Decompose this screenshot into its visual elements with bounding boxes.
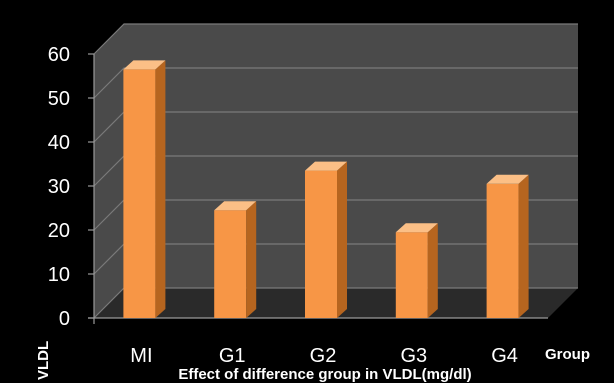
- y-axis-label: VLDL: [35, 341, 52, 380]
- bar-top: [214, 201, 257, 211]
- x-tick-label: G1: [219, 345, 246, 367]
- x-tick-label: G3: [400, 345, 427, 367]
- bar-g4: [486, 174, 529, 318]
- bar-top: [305, 161, 347, 171]
- bar-side: [427, 223, 438, 318]
- bar-front: [395, 232, 428, 318]
- bar-mi: [123, 60, 166, 319]
- gridline: [93, 23, 578, 55]
- y-tick-label: 20: [48, 220, 70, 242]
- x-tick-labels: MI G1 G2 G3 G4: [130, 345, 518, 367]
- y-tick-label: 60: [48, 44, 70, 66]
- y-tick-label: 0: [59, 308, 70, 330]
- bar-front: [305, 170, 337, 318]
- y-tick-label: 30: [48, 176, 70, 198]
- x-tick-label: G2: [310, 345, 337, 367]
- bar-front: [123, 69, 156, 319]
- bar-side: [155, 60, 166, 319]
- y-tick-label: 10: [48, 264, 70, 286]
- bar-g1: [214, 201, 257, 318]
- bar-side: [337, 161, 347, 318]
- bar-g2: [305, 161, 347, 318]
- bar-front: [486, 183, 519, 318]
- x-axis-label: Group: [545, 346, 590, 363]
- y-tick-label: 40: [48, 132, 70, 154]
- bar-top: [486, 174, 529, 184]
- y-tick-label: 50: [48, 88, 70, 110]
- bar-side: [518, 174, 529, 318]
- y-tick-labels: 0 10 20 30 40 50 60: [48, 44, 70, 330]
- bars: [123, 60, 529, 319]
- bar-top: [123, 60, 166, 70]
- bar-front: [214, 210, 247, 318]
- bar-top: [395, 223, 438, 233]
- bar-g3: [395, 223, 438, 318]
- bar-side: [246, 201, 257, 318]
- gridline: [93, 67, 578, 99]
- x-tick-label: MI: [130, 345, 152, 367]
- x-tick-label: G4: [491, 345, 518, 367]
- chart-title: Effect of difference group in VLDL(mg/dl…: [178, 366, 471, 383]
